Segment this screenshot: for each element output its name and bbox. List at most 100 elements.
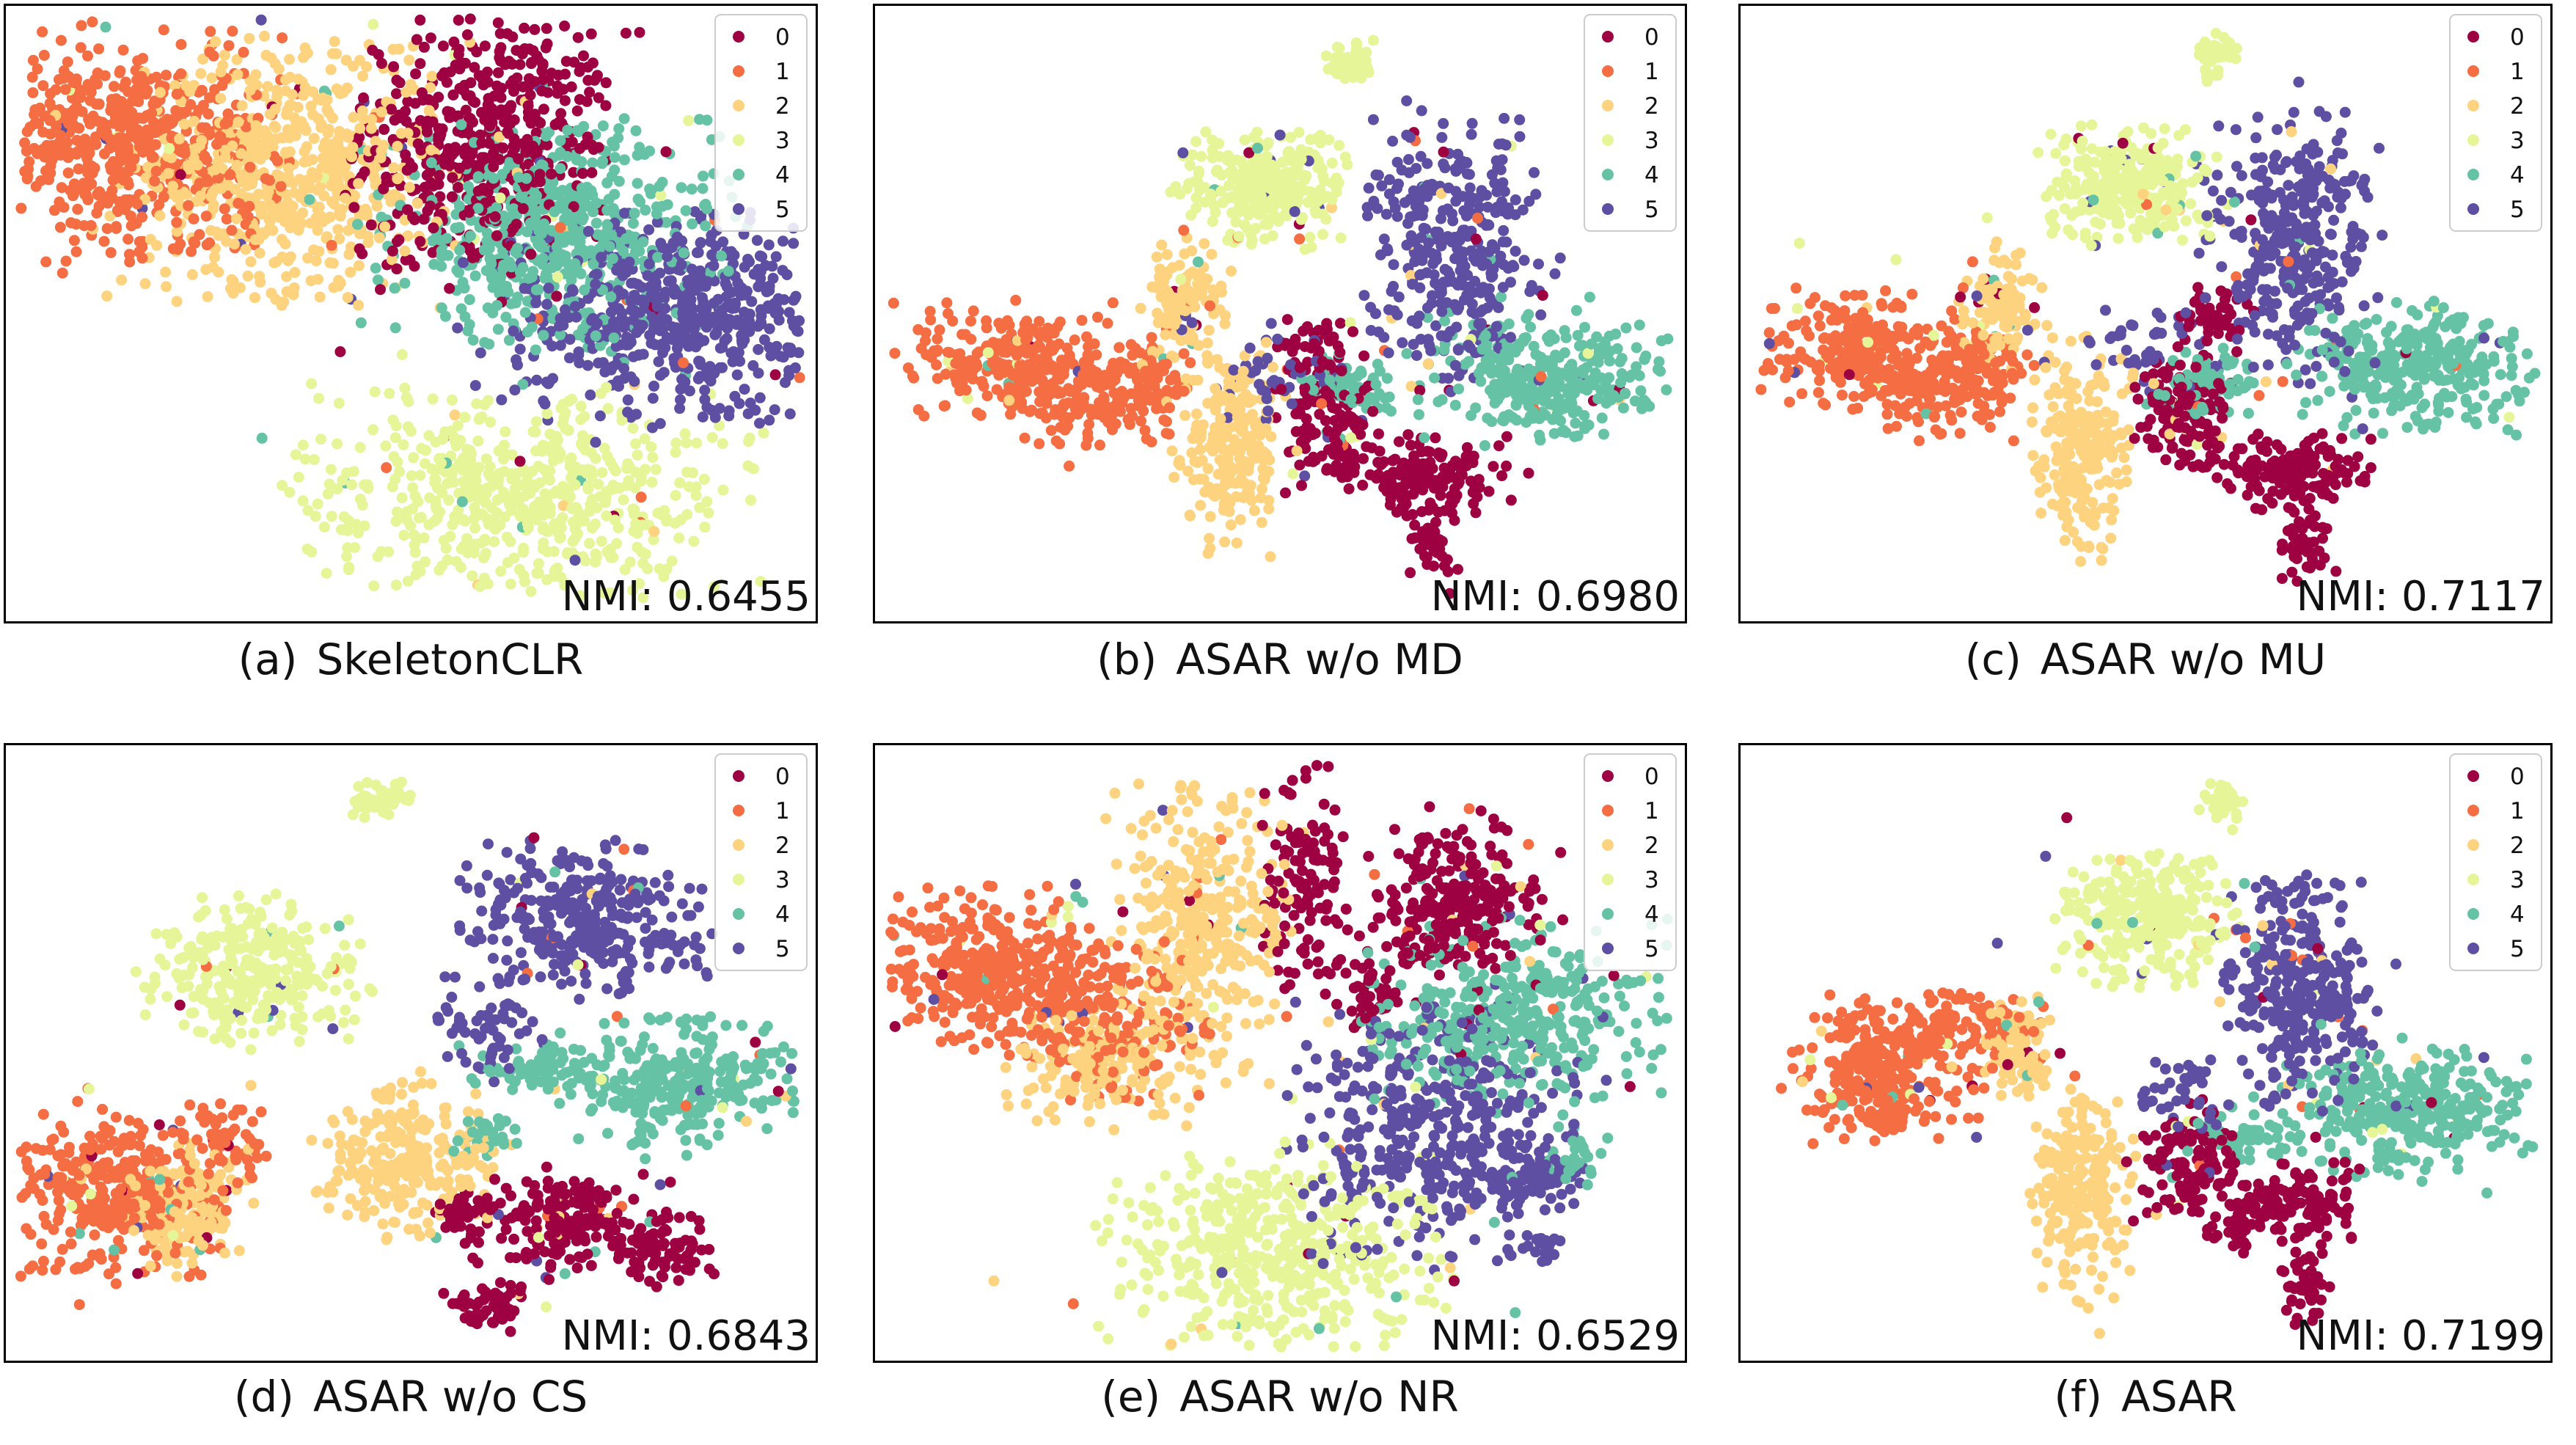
point-class-4	[502, 286, 514, 298]
point-class-4	[613, 175, 625, 187]
point-class-0	[559, 95, 571, 106]
point-class-1	[111, 223, 122, 234]
point-class-1	[188, 213, 200, 224]
point-class-5	[717, 236, 729, 248]
point-class-3	[560, 423, 571, 434]
point-class-3	[552, 434, 563, 446]
point-class-4	[608, 140, 620, 152]
point-class-3	[627, 422, 639, 434]
point-class-1	[186, 246, 197, 257]
point-class-4	[632, 178, 643, 189]
point-class-4	[538, 329, 549, 341]
point-class-3	[519, 480, 531, 492]
point-class-5	[662, 251, 673, 263]
point-class-3	[302, 505, 314, 516]
point-class-1	[277, 32, 288, 44]
point-class-2	[241, 136, 253, 147]
point-class-1	[141, 124, 153, 136]
point-class-5	[623, 339, 634, 351]
point-class-4	[678, 247, 689, 259]
point-class-3	[284, 486, 296, 498]
point-class-1	[934, 324, 945, 336]
point-class-2	[296, 218, 307, 229]
point-class-0	[534, 169, 546, 180]
point-class-1	[56, 182, 67, 194]
point-class-1	[150, 127, 161, 139]
point-class-3	[611, 538, 623, 549]
point-class-0	[496, 82, 508, 94]
point-class-3	[471, 398, 483, 409]
point-class-2	[494, 131, 505, 143]
point-class-1	[106, 94, 117, 106]
point-class-2	[334, 233, 345, 245]
point-class-0	[388, 61, 400, 73]
point-class-4	[618, 113, 630, 125]
point-class-3	[577, 430, 588, 442]
point-class-4	[590, 197, 602, 209]
point-class-3	[390, 516, 402, 527]
point-class-2	[160, 266, 172, 278]
point-class-5	[564, 352, 575, 364]
point-class-3	[1285, 131, 1296, 143]
point-class-3	[352, 527, 364, 538]
point-class-1	[114, 67, 125, 78]
point-class-2	[287, 216, 299, 227]
point-class-4	[467, 334, 479, 346]
point-class-5	[1499, 186, 1510, 197]
point-class-3	[605, 552, 617, 563]
point-class-5	[739, 288, 750, 299]
point-class-1	[15, 202, 27, 214]
point-class-1	[1139, 425, 1151, 436]
point-class-0	[450, 59, 461, 71]
point-class-1	[150, 71, 162, 83]
point-class-5	[754, 392, 766, 403]
point-class-2	[269, 103, 281, 115]
point-class-2	[171, 191, 183, 203]
point-class-5	[788, 238, 799, 249]
point-class-2	[399, 245, 411, 257]
point-class-0	[365, 219, 377, 231]
point-class-5	[647, 392, 659, 404]
point-class-2	[274, 211, 285, 223]
point-class-1	[1135, 415, 1146, 427]
point-class-2	[299, 156, 310, 168]
point-class-5	[1447, 215, 1459, 227]
point-class-5	[1438, 117, 1449, 129]
point-class-3	[1239, 134, 1251, 146]
point-class-4	[588, 258, 599, 270]
point-class-3	[560, 578, 571, 590]
point-class-5	[755, 304, 766, 315]
point-class-4	[584, 247, 596, 259]
point-class-5	[658, 367, 670, 378]
point-class-4	[697, 183, 709, 194]
point-class-4	[517, 378, 529, 390]
point-class-1	[41, 139, 53, 151]
point-class-0	[444, 159, 455, 170]
point-class-1	[202, 176, 214, 187]
point-class-4	[634, 196, 645, 208]
point-class-5	[699, 394, 711, 406]
point-class-3	[315, 434, 326, 445]
point-class-2	[101, 290, 113, 302]
point-class-3	[164, 143, 175, 155]
point-class-4	[513, 172, 524, 183]
point-class-1	[54, 196, 65, 208]
point-class-3	[1251, 126, 1263, 138]
point-class-2	[1194, 444, 1206, 456]
point-class-0	[531, 147, 543, 158]
point-class-1	[94, 186, 106, 197]
point-class-3	[1287, 468, 1299, 480]
point-class-5	[758, 334, 770, 345]
point-class-4	[481, 227, 493, 239]
point-class-4	[627, 218, 639, 229]
point-class-1	[199, 150, 211, 162]
point-class-2	[250, 69, 262, 81]
point-class-5	[721, 281, 733, 293]
point-class-1	[126, 106, 138, 118]
point-class-5	[696, 292, 708, 304]
point-class-0	[489, 211, 501, 222]
point-class-3	[408, 452, 420, 464]
point-class-3	[694, 502, 706, 513]
point-class-1	[27, 54, 39, 66]
point-class-3	[706, 432, 718, 443]
